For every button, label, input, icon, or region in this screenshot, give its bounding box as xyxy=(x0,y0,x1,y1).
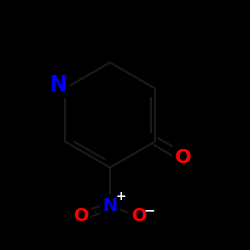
Text: +: + xyxy=(115,190,126,203)
Text: N: N xyxy=(50,75,67,95)
Text: O: O xyxy=(175,148,192,167)
Text: O: O xyxy=(131,207,146,225)
Text: O: O xyxy=(74,207,89,225)
Text: N: N xyxy=(102,197,118,215)
Text: −: − xyxy=(144,203,155,217)
